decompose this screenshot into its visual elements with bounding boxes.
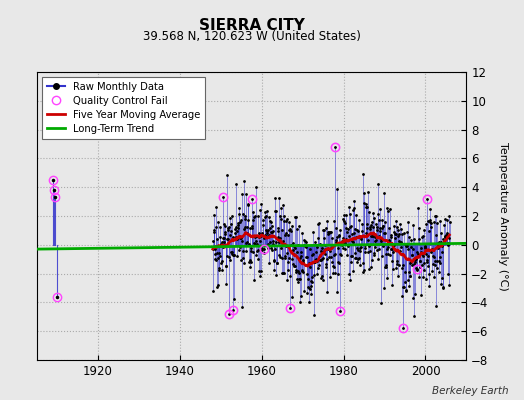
Text: 39.568 N, 120.623 W (United States): 39.568 N, 120.623 W (United States) [143, 30, 361, 43]
Legend: Raw Monthly Data, Quality Control Fail, Five Year Moving Average, Long-Term Tren: Raw Monthly Data, Quality Control Fail, … [42, 77, 205, 139]
Text: SIERRA CITY: SIERRA CITY [199, 18, 304, 33]
Text: Berkeley Earth: Berkeley Earth [432, 386, 508, 396]
Y-axis label: Temperature Anomaly (°C): Temperature Anomaly (°C) [498, 142, 508, 290]
